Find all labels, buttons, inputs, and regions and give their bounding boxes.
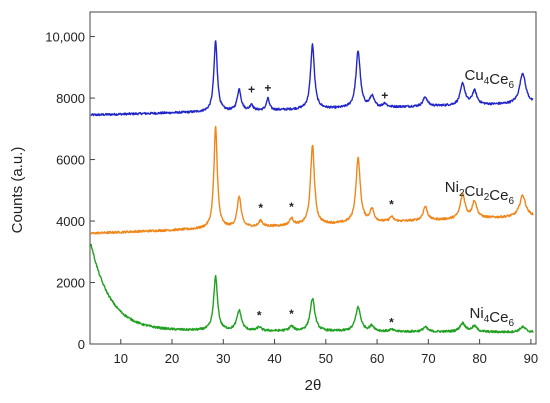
x-tick-label: 90: [524, 351, 538, 366]
peak-marker: *: [389, 198, 394, 212]
peak-marker: *: [289, 307, 294, 321]
x-tick-label: 40: [267, 351, 281, 366]
peak-markers: + + + * * * * * *: [248, 81, 394, 330]
y-tick-label: 4000: [56, 214, 85, 229]
peak-marker: +: [248, 82, 255, 96]
y-tick-label: 10,000: [45, 30, 85, 45]
peak-marker: *: [258, 201, 263, 215]
x-tick-label: 20: [165, 351, 179, 366]
series-label: Ni4Ce6: [470, 305, 515, 329]
x-tick-label: 80: [472, 351, 486, 366]
series-labels: Cu4Ce6 Ni2Cu2Ce6 Ni4Ce6: [445, 67, 515, 329]
x-tick-label: 30: [216, 351, 230, 366]
series-label: Cu4Ce6: [465, 67, 515, 91]
plot-series: [90, 40, 534, 334]
y-tick-label: 0: [78, 337, 85, 352]
y-axis-ticks: 0 2000 4000 6000 8000 10,000: [45, 30, 95, 352]
x-tick-label: 50: [319, 351, 333, 366]
y-tick-label: 2000: [56, 276, 85, 291]
y-tick-label: 6000: [56, 153, 85, 168]
x-tick-label: 60: [370, 351, 384, 366]
y-tick-label: 8000: [56, 91, 85, 106]
series-label: Ni2Cu2Ce6: [445, 179, 515, 207]
peak-marker: *: [257, 308, 262, 322]
peak-marker: *: [389, 315, 394, 329]
x-axis-ticks: 10 20 30 40 50 60 70 80 90: [114, 339, 538, 366]
series-line: [90, 243, 534, 334]
x-tick-label: 70: [421, 351, 435, 366]
y-axis-label: Counts (a.u.): [9, 147, 26, 234]
peak-marker: *: [289, 200, 294, 214]
peak-marker: +: [264, 81, 271, 95]
peak-marker: +: [381, 89, 388, 103]
x-axis-label: 2θ: [305, 377, 322, 394]
plot-frame: [89, 11, 537, 345]
series-line: [90, 40, 534, 117]
series-line: [90, 125, 534, 235]
x-tick-label: 10: [114, 351, 128, 366]
